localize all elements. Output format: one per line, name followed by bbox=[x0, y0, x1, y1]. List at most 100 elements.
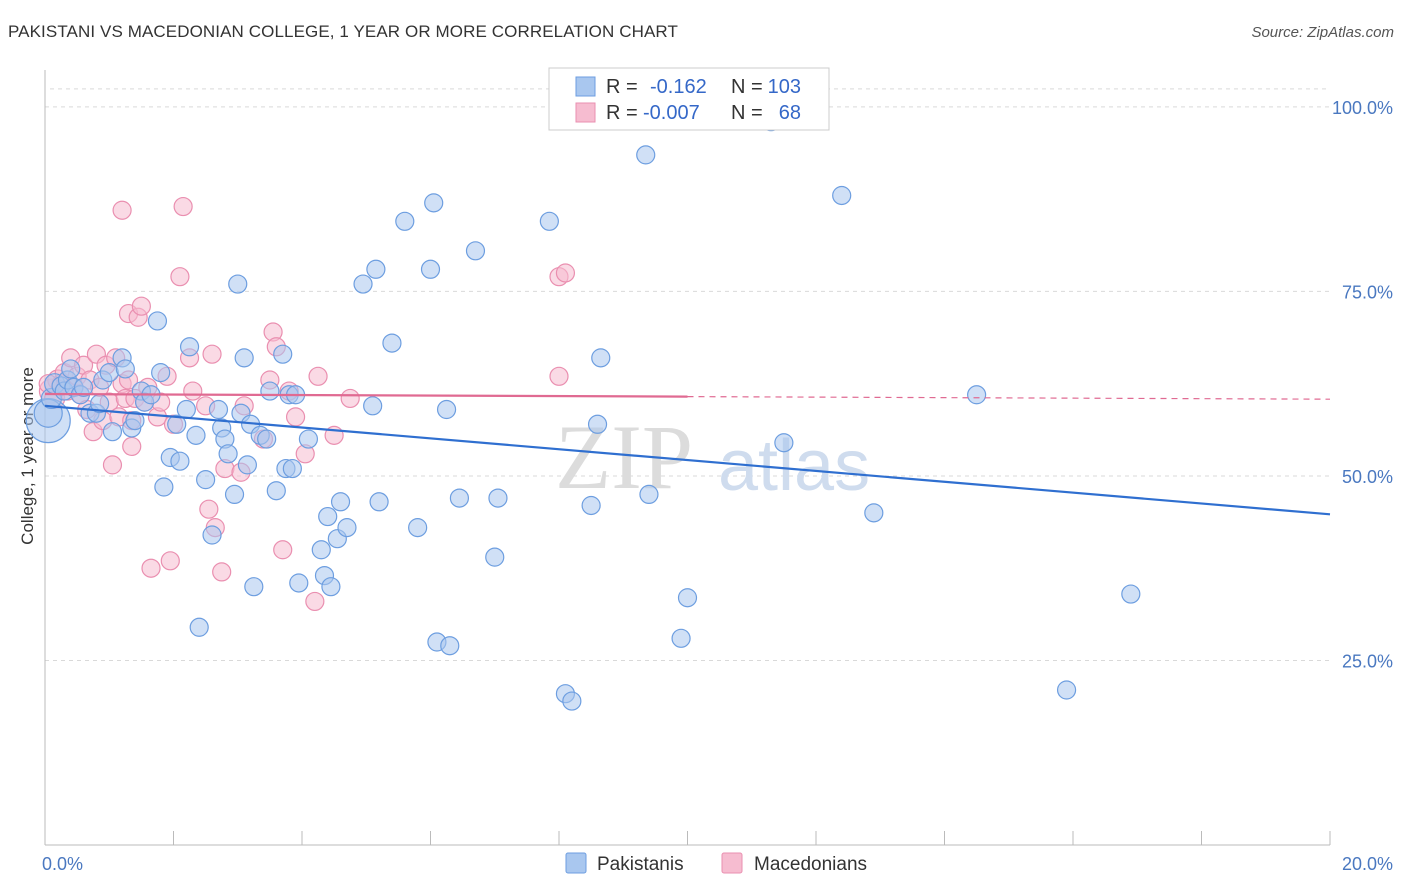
pakistanis-point-34 bbox=[196, 470, 216, 490]
macedonians-point-58 bbox=[285, 407, 306, 427]
macedonians-point-48 bbox=[212, 562, 232, 582]
macedonians-point-19 bbox=[102, 455, 123, 475]
pakistanis-point-32 bbox=[186, 425, 206, 445]
macedonians-points bbox=[38, 196, 576, 612]
x-tick-label-1: 20.0% bbox=[1342, 854, 1393, 874]
pakistanis-point-93 bbox=[774, 433, 794, 453]
pakistanis-trend-line bbox=[44, 404, 1331, 516]
pakistanis-point-68 bbox=[369, 492, 389, 512]
legend-n-label-2: N = bbox=[731, 102, 763, 124]
macedonians-point-38 bbox=[160, 551, 180, 571]
pakistanis-point-48 bbox=[257, 429, 277, 449]
source-credit: Source: ZipAtlas.com bbox=[1251, 24, 1394, 41]
pakistanis-point-88 bbox=[636, 145, 656, 165]
pakistanis-point-71 bbox=[408, 518, 428, 538]
pakistanis-point-15 bbox=[99, 363, 119, 383]
pakistanis-point-49 bbox=[260, 381, 280, 401]
pakistanis-point-90 bbox=[671, 628, 691, 648]
pakistanis-point-80 bbox=[488, 488, 508, 508]
x-tick-label-0: 0.0% bbox=[42, 854, 83, 874]
pakistanis-point-63 bbox=[330, 492, 351, 512]
pakistanis-point-25 bbox=[151, 363, 171, 383]
stats-legend-box bbox=[548, 67, 830, 131]
macedonians-point-31 bbox=[131, 296, 151, 316]
axes bbox=[44, 70, 1331, 846]
pakistanis-point-78 bbox=[465, 241, 486, 261]
pakistanis-point-96 bbox=[967, 385, 987, 405]
pakistanis-point-64 bbox=[337, 518, 357, 538]
pakistanis-point-7 bbox=[61, 359, 81, 379]
pakistanis-point-73 bbox=[424, 193, 444, 213]
pakistanis-point-76 bbox=[440, 636, 460, 656]
legend-swatch-pakistanis bbox=[575, 76, 596, 97]
y-tick-label-3: 100.0% bbox=[1332, 98, 1393, 118]
bottom-legend-swatch-pakistanis bbox=[565, 852, 587, 874]
pakistanis-point-94 bbox=[832, 185, 852, 206]
pakistanis-point-95 bbox=[864, 503, 884, 523]
pakistanis-point-36 bbox=[208, 399, 229, 420]
legend-r-label-2: R = bbox=[606, 102, 638, 124]
pakistanis-point-70 bbox=[395, 211, 415, 231]
pakistanis-point-43 bbox=[234, 348, 254, 368]
pakistanis-point-60 bbox=[318, 506, 338, 527]
pakistanis-point-81 bbox=[539, 211, 559, 231]
macedonians-point-56 bbox=[273, 540, 293, 560]
pakistanis-point-44 bbox=[237, 455, 257, 475]
pakistanis-point-98 bbox=[1056, 680, 1077, 700]
legend-n-label: N = bbox=[731, 76, 763, 98]
macedonians-point-45 bbox=[199, 499, 219, 519]
pakistanis-point-58 bbox=[311, 540, 331, 560]
bottom-legend-swatch-macedonians bbox=[721, 852, 743, 874]
macedonians-point-63 bbox=[340, 388, 360, 409]
legend-n-value-pakistanis: 103 bbox=[768, 76, 801, 98]
chart-title: PAKISTANI VS MACEDONIAN COLLEGE, 1 YEAR … bbox=[8, 22, 678, 41]
pakistanis-point-85 bbox=[581, 495, 601, 516]
y-axis-label: College, 1 year or more bbox=[18, 367, 37, 545]
pakistanis-point-26 bbox=[154, 477, 174, 497]
trend-lines bbox=[44, 392, 1331, 516]
pakistanis-point-77 bbox=[449, 488, 470, 508]
y-tick-label-0: 25.0% bbox=[1342, 651, 1393, 671]
pakistanis-point-84 bbox=[562, 691, 582, 711]
macedonians-point-61 bbox=[308, 366, 328, 386]
macedonians-point-46 bbox=[202, 344, 222, 364]
macedonians-point-41 bbox=[173, 196, 193, 217]
pakistanis-point-16 bbox=[102, 422, 123, 442]
y-tick-label-2: 75.0% bbox=[1342, 282, 1393, 302]
macedonians-point-34 bbox=[141, 558, 161, 578]
pakistanis-point-31 bbox=[179, 337, 200, 357]
pakistanis-point-46 bbox=[244, 577, 264, 597]
watermark-atlas: atlas bbox=[718, 426, 870, 506]
macedonians-point-66 bbox=[549, 366, 569, 386]
grid bbox=[45, 88, 1330, 661]
pakistanis-point-35 bbox=[202, 525, 222, 545]
pakistanis-point-41 bbox=[228, 274, 248, 294]
pakistanis-point-30 bbox=[176, 399, 196, 420]
macedonians-point-43 bbox=[183, 381, 203, 401]
legend-n-value-macedonians: 68 bbox=[779, 102, 801, 124]
pakistanis-point-89 bbox=[639, 484, 659, 505]
pakistanis-point-51 bbox=[273, 344, 293, 364]
legend-swatch-macedonians bbox=[575, 102, 596, 123]
bottom-legend-label-pakistanis: Pakistanis bbox=[597, 854, 684, 875]
pakistanis-point-39 bbox=[218, 444, 238, 464]
pakistanis-point-72 bbox=[420, 259, 441, 279]
series-legend: Pakistanis Macedonians bbox=[565, 852, 867, 875]
legend-r-label: R = bbox=[606, 76, 638, 98]
pakistanis-point-54 bbox=[282, 458, 302, 479]
macedonians-point-27 bbox=[112, 200, 132, 220]
pakistanis-point-86 bbox=[587, 414, 608, 434]
pakistanis-point-67 bbox=[366, 259, 386, 279]
pakistanis-point-28 bbox=[167, 414, 187, 434]
pakistanis-point-75 bbox=[436, 399, 457, 420]
macedonians-trend-line-extension bbox=[687, 396, 1331, 400]
pakistanis-point-69 bbox=[382, 333, 402, 353]
pakistanis-point-24 bbox=[147, 311, 168, 331]
macedonians-point-65 bbox=[555, 263, 576, 283]
tick-labels: 25.0% 50.0% 75.0% 100.0% 0.0% 20.0% bbox=[42, 98, 1393, 874]
pakistanis-point-65 bbox=[353, 274, 373, 294]
macedonians-point-29 bbox=[122, 436, 142, 457]
watermark: ZIP atlas bbox=[555, 406, 870, 508]
macedonians-trend-line bbox=[44, 392, 688, 398]
